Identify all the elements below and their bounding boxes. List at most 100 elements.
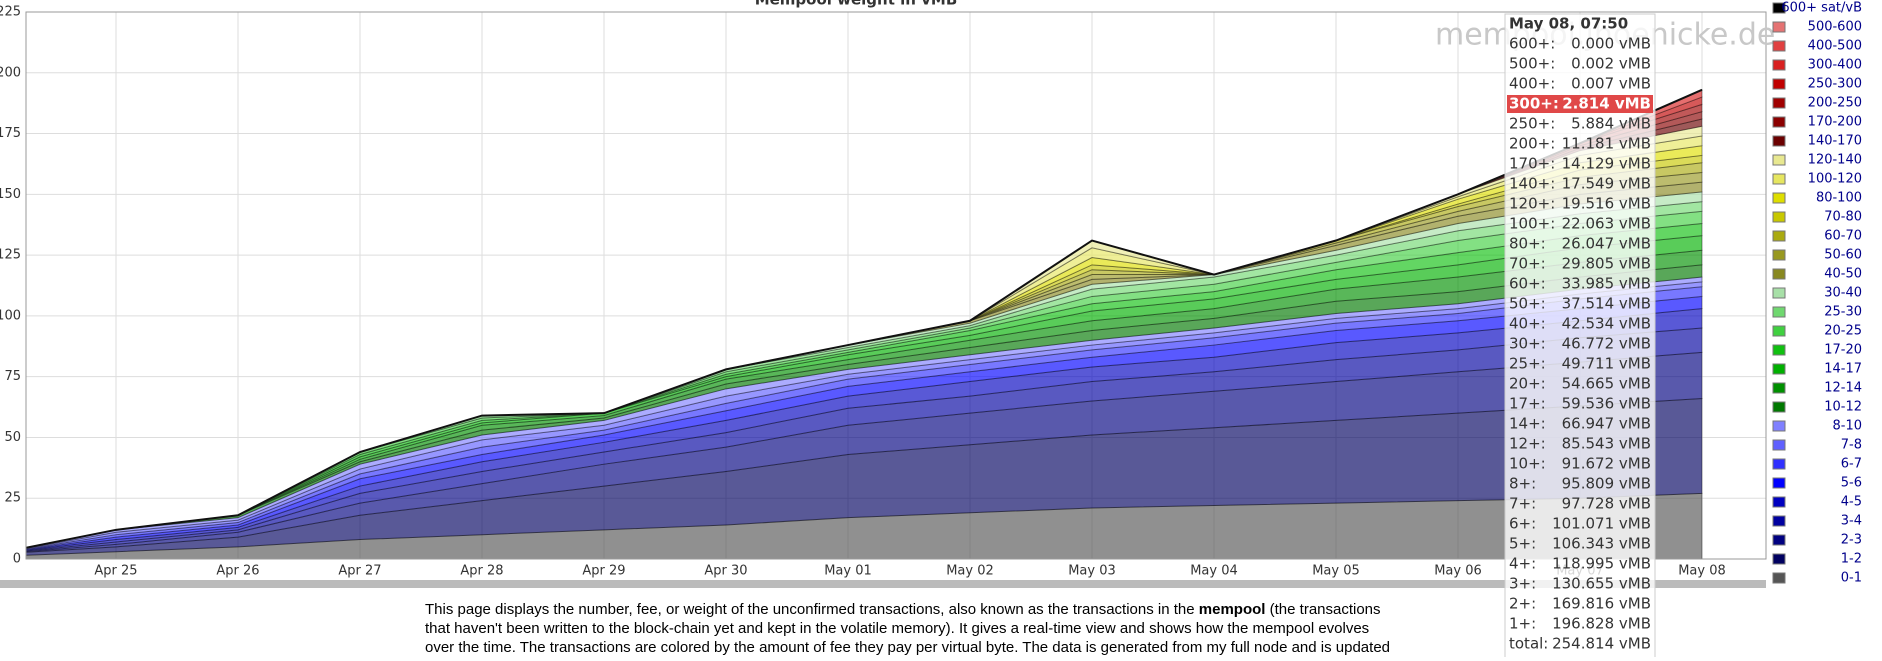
- legend-label: 0-1: [1841, 571, 1862, 586]
- tooltip-label: 80+:: [1509, 235, 1546, 253]
- tooltip-label: 25+:: [1509, 355, 1546, 373]
- tooltip-value: 11.181 vMB: [1562, 135, 1651, 153]
- legend-swatch: [1772, 496, 1786, 508]
- y-tick-label: 100: [0, 308, 21, 323]
- x-tick-label: May 06: [1434, 564, 1482, 579]
- legend-label: 140-170: [1808, 134, 1862, 149]
- tooltip-value: 54.665 vMB: [1562, 375, 1651, 393]
- legend-label: 2-3: [1841, 533, 1862, 548]
- text: This page displays the number, fee, or w…: [425, 601, 1199, 618]
- tooltip-label: 2+:: [1509, 595, 1536, 613]
- legend-swatch: [1772, 78, 1786, 90]
- legend-swatch: [1772, 135, 1786, 147]
- tooltip-label: 14+:: [1509, 415, 1546, 433]
- tooltip-label: 200+:: [1509, 135, 1555, 153]
- legend-label: 80-100: [1816, 191, 1862, 206]
- area: [26, 492, 1703, 559]
- tooltip-value: 95.809 vMB: [1562, 475, 1651, 493]
- legend-label: 400-500: [1808, 39, 1862, 54]
- x-tick-label: Apr 27: [338, 564, 381, 579]
- tooltip-value: 101.071 vMB: [1552, 515, 1651, 533]
- tooltip-value: 85.543 vMB: [1562, 435, 1651, 453]
- tooltip-label: 6+:: [1509, 515, 1536, 533]
- legend-swatch: [1772, 572, 1786, 584]
- tooltip-label: 100+:: [1509, 215, 1555, 233]
- x-tick-label: May 08: [1678, 564, 1726, 579]
- tooltip-label: 600+:: [1509, 35, 1555, 53]
- legend-label: 500-600: [1808, 20, 1862, 35]
- legend-swatch: [1772, 154, 1786, 166]
- tooltip-value: 42.534 vMB: [1562, 315, 1651, 333]
- x-tick-label: May 03: [1068, 564, 1116, 579]
- tooltip-value: 2.814 vMB: [1562, 95, 1651, 113]
- plot-frame: [25, 11, 1767, 560]
- tooltip-value: 59.536 vMB: [1562, 395, 1651, 413]
- x-tick-label: May 02: [946, 564, 994, 579]
- x-tick-label: May 05: [1312, 564, 1360, 579]
- tooltip-value: 49.711 vMB: [1562, 355, 1651, 373]
- legend-swatch: [1772, 458, 1786, 470]
- legend-label: 30-40: [1824, 286, 1862, 301]
- tooltip-label: 10+:: [1509, 455, 1546, 473]
- legend-swatch: [1772, 325, 1786, 337]
- tooltip-label: 30+:: [1509, 335, 1546, 353]
- tooltip-label: 500+:: [1509, 55, 1555, 73]
- tooltip-label: 300+:: [1509, 95, 1559, 113]
- legend-label: 200-250: [1808, 96, 1862, 111]
- tooltip-value: 5.884 vMB: [1571, 115, 1651, 133]
- x-tick-label: Apr 26: [216, 564, 259, 579]
- x-tick-label: Apr 30: [704, 564, 747, 579]
- tooltip-label: 40+:: [1509, 315, 1546, 333]
- legend-swatch: [1772, 382, 1786, 394]
- legend-label: 8-10: [1832, 419, 1862, 434]
- legend-swatch: [1772, 515, 1786, 527]
- tooltip-label: 400+:: [1509, 75, 1555, 93]
- legend-label: 250-300: [1808, 77, 1862, 92]
- x-tick-label: May 04: [1190, 564, 1238, 579]
- legend-swatch: [1772, 553, 1786, 565]
- tooltip-value: 0.000 vMB: [1571, 35, 1651, 53]
- tooltip-value: 33.985 vMB: [1562, 275, 1651, 293]
- tooltip-label: 1+:: [1509, 615, 1536, 633]
- area: [26, 281, 1703, 550]
- x-tick-label: May 01: [824, 564, 872, 579]
- legend-label: 7-8: [1841, 438, 1862, 453]
- legend-swatch: [1772, 344, 1786, 356]
- tooltip-value: 169.816 vMB: [1552, 595, 1651, 613]
- tooltip-label: 170+:: [1509, 155, 1555, 173]
- tooltip-label: 20+:: [1509, 375, 1546, 393]
- tooltip-label: 3+:: [1509, 575, 1536, 593]
- tooltip-value: 254.814 vMB: [1552, 635, 1651, 653]
- legend-label: 4-5: [1841, 495, 1862, 510]
- tooltip-label: 8+:: [1509, 475, 1536, 493]
- scrollbar[interactable]: [0, 580, 1766, 588]
- tooltip-value: 97.728 vMB: [1562, 495, 1651, 513]
- tooltip-value: 106.343 vMB: [1552, 535, 1651, 553]
- tooltip-box: [1504, 13, 1656, 661]
- text: mempool: [1199, 601, 1266, 618]
- tooltip-value: 46.772 vMB: [1562, 335, 1651, 353]
- legend-label: 10-12: [1824, 400, 1862, 415]
- tooltip-value: 130.655 vMB: [1552, 575, 1651, 593]
- legend-label: 40-50: [1824, 267, 1862, 282]
- x-tick-label: Apr 29: [582, 564, 625, 579]
- legend-label: 1-2: [1841, 552, 1862, 567]
- y-tick-label: 225: [0, 5, 21, 20]
- legend-swatch: [1772, 116, 1786, 128]
- tooltip-label: 12+:: [1509, 435, 1546, 453]
- legend-label: 5-6: [1841, 476, 1862, 491]
- legend-label: 60-70: [1824, 229, 1862, 244]
- legend-swatch: [1772, 363, 1786, 375]
- total-outline: [26, 88, 1703, 549]
- description-line: over the time. The transactions are colo…: [425, 639, 1390, 656]
- area: [26, 351, 1703, 553]
- text: (the transactions: [1265, 601, 1380, 618]
- legend-swatch: [1772, 21, 1786, 33]
- tooltip-value: 66.947 vMB: [1562, 415, 1651, 433]
- legend-label: 100-120: [1808, 172, 1862, 187]
- legend-label: 17-20: [1824, 343, 1862, 358]
- legend-label: 3-4: [1841, 514, 1862, 529]
- tooltip-value: 0.007 vMB: [1571, 75, 1651, 93]
- y-tick-label: 25: [4, 491, 21, 506]
- legend-swatch: [1772, 173, 1786, 185]
